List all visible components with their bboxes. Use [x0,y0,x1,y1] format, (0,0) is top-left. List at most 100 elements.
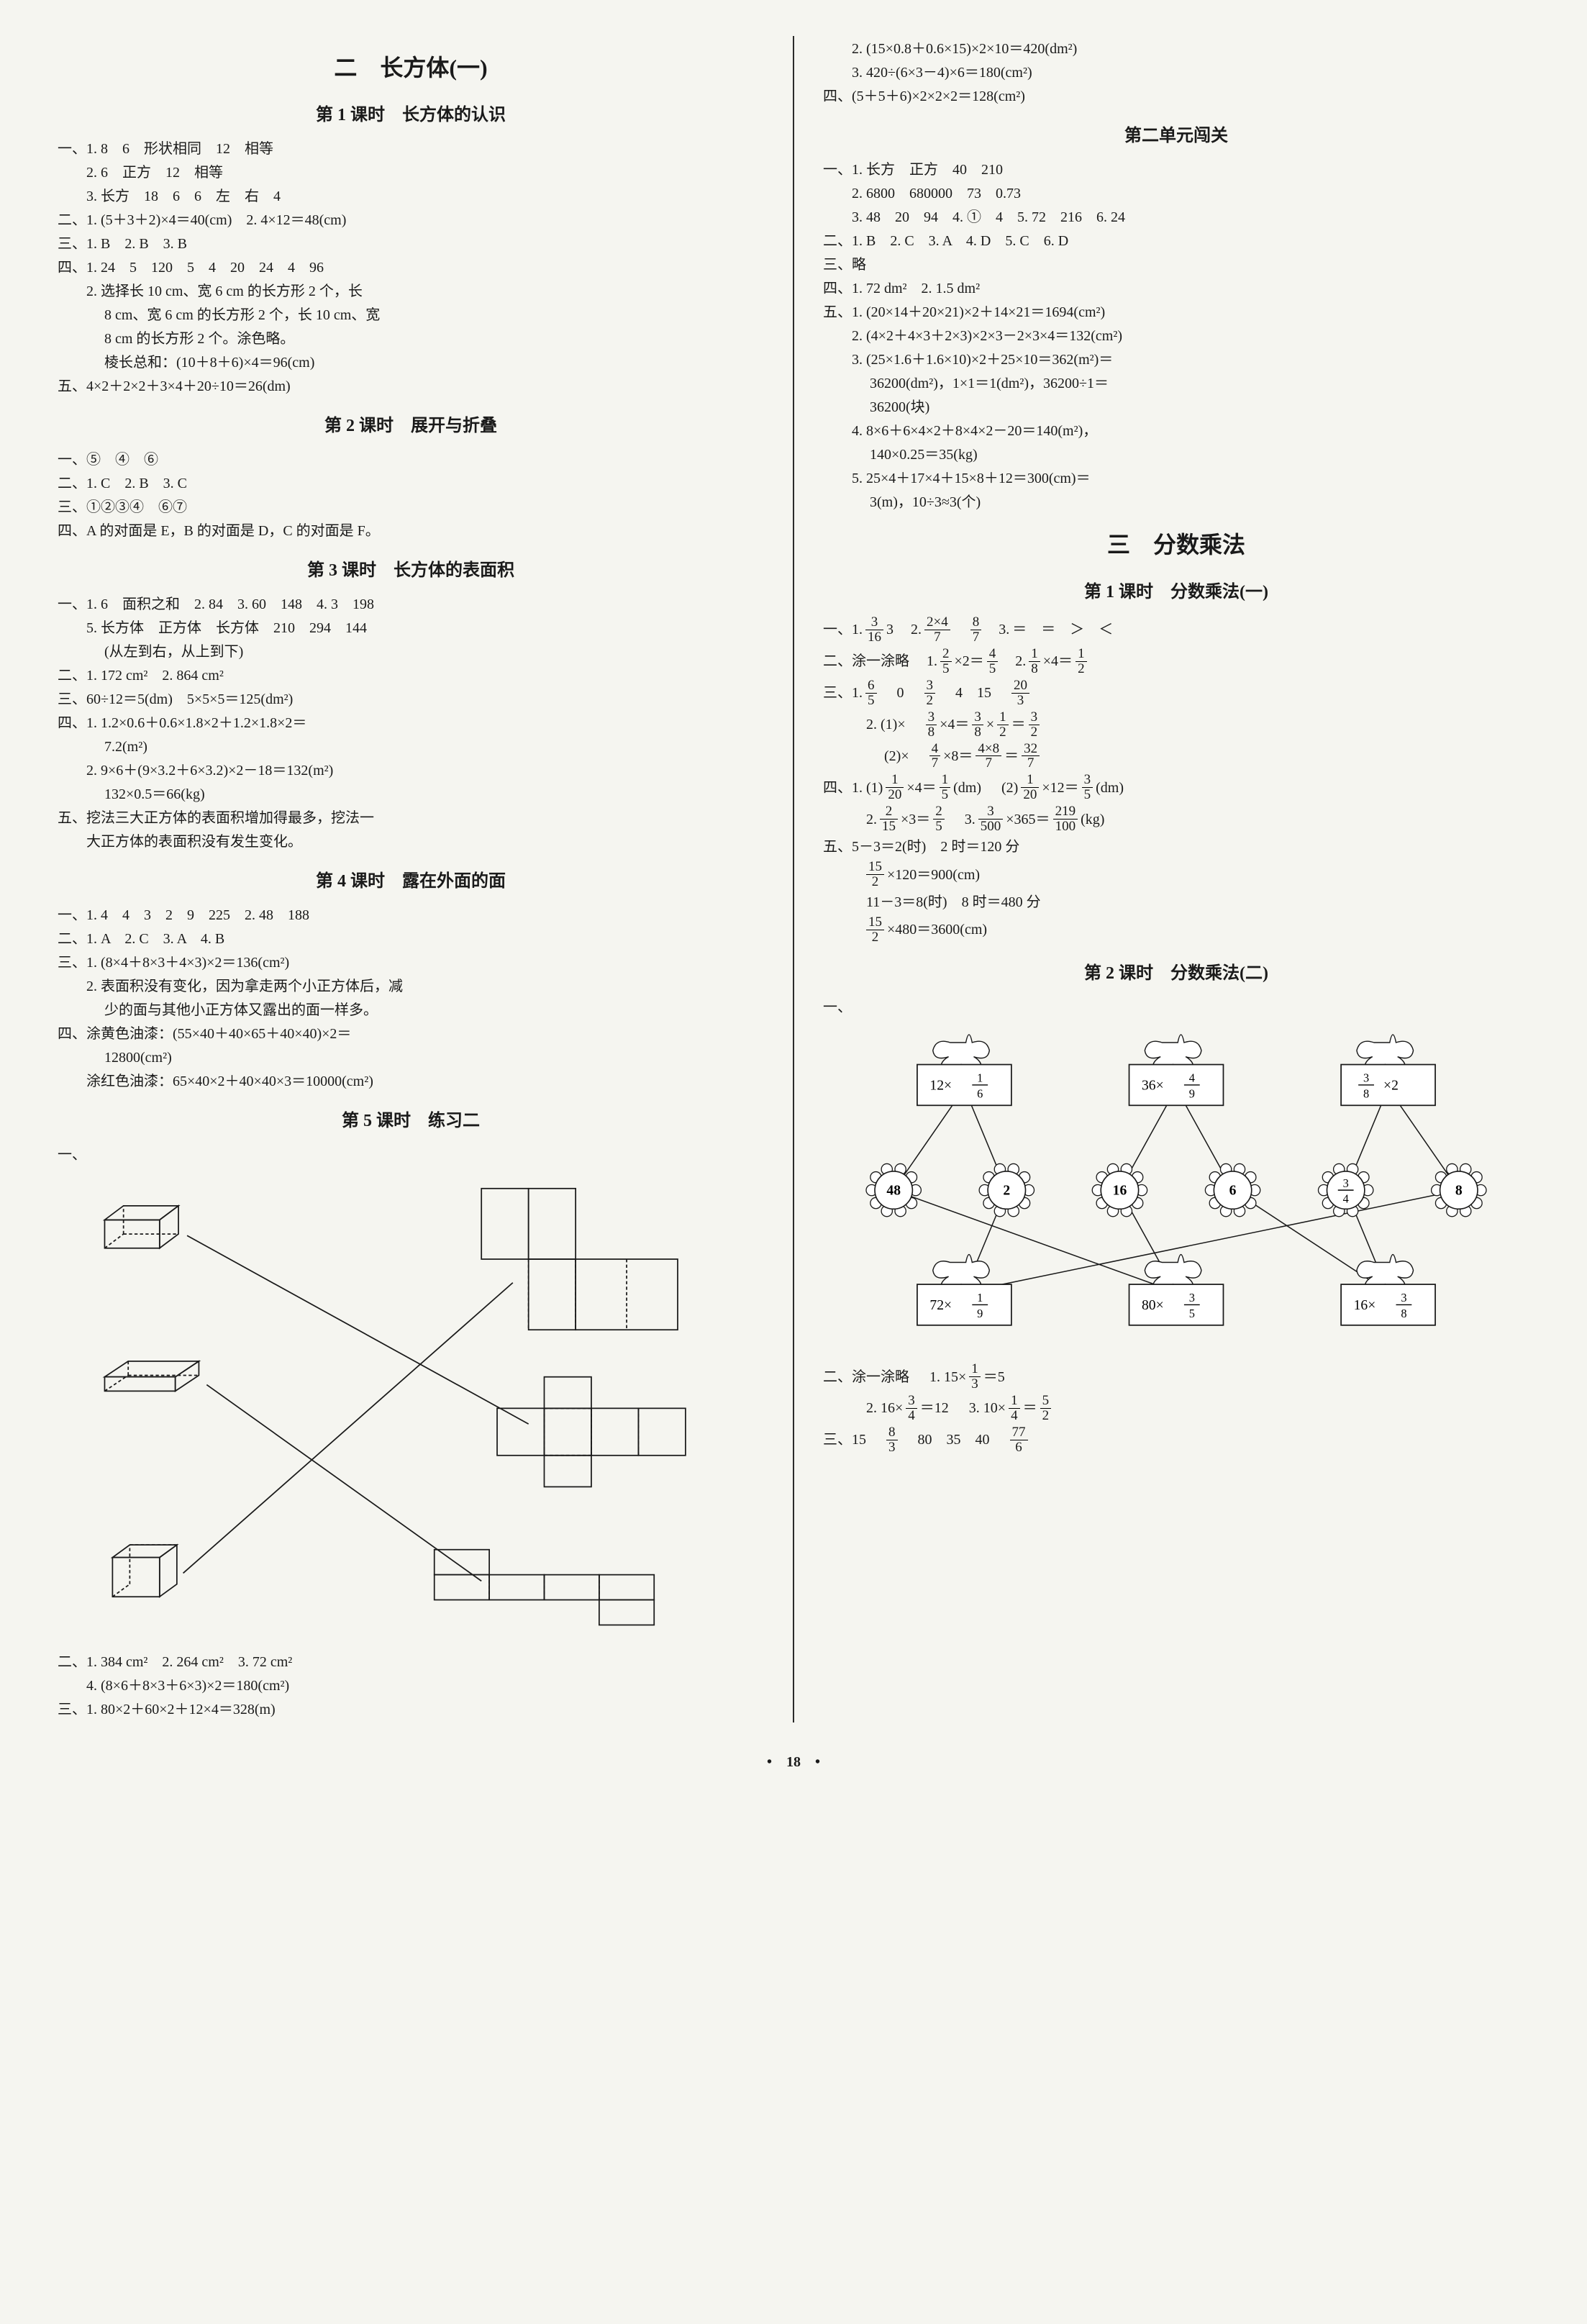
l1l10: 五、4×2＋2×2＋3×4＋20÷10＝26(dm) [58,376,764,397]
unit2-title: 第二单元闯关 [823,123,1529,149]
svg-text:1: 1 [977,1071,983,1084]
rl1-a5-3: 11－3＝8(时) 8 时＝480 分 [823,891,1529,913]
svg-text:3: 3 [1401,1291,1406,1304]
rl1-a3-2-1: 2. (1)× 38 ×4＝ 38 × 12 ＝ 32 [823,710,1529,740]
column-divider [793,36,794,1722]
right-column: 2. (15×0.8＋0.6×15)×2×10＝420(dm²) 3. 420÷… [823,36,1529,1722]
l3l3: 二、1. 172 cm² 2. 864 cm² [58,665,764,686]
svg-text:8: 8 [1455,1184,1463,1199]
rl2-label: 一、 [823,997,1529,1018]
u2l4: 三、略 [823,254,1529,276]
rl2-b2: 二、涂一涂略 1. 15× 13 ＝5 [823,1362,1529,1392]
u2l11: 4. 8×6＋6×4×2＋8×4×2－20＝140(m²)， [823,420,1529,442]
rl1-a5-1: 五、5－3＝2(时) 2 时＝120 分 [823,836,1529,858]
u2l6: 五、1. (20×14＋20×21)×2＋14×21＝1694(cm²) [823,301,1529,323]
u2l14: 3(m)，10÷3≈3(个) [823,491,1529,513]
lesson-4-title: 第 4 课时 露在外面的面 [58,868,764,894]
u2l9: 36200(dm²)，1×1＝1(dm²)，36200÷1＝ [823,373,1529,394]
l3l7: 2. 9×6＋(9×3.2＋6×3.2)×2－18＝132(m²) [58,760,764,781]
rl1-a3-2-2: (2)× 47 ×8＝ 4×87 ＝ 327 [823,742,1529,771]
svg-text:9: 9 [1189,1086,1195,1100]
nets-diagram [58,1173,764,1644]
svg-text:48: 48 [886,1184,901,1199]
page-number: • 18 • [58,1751,1529,1773]
chapter-title-left: 二 长方体(一) [58,50,764,85]
l3l1: 5. 长方体 正方体 长方体 210 294 144 [58,617,764,639]
svg-text:8: 8 [1363,1086,1369,1100]
left-column: 二 长方体(一) 第 1 课时 长方体的认识 一、1. 8 6 形状相同 12 … [58,36,764,1722]
svg-text:16: 16 [1113,1184,1127,1199]
lesson-3-title: 第 3 课时 长方体的表面积 [58,558,764,584]
u2l12: 140×0.25＝35(kg) [823,444,1529,466]
svg-text:12×: 12× [929,1078,952,1093]
rt0: 2. (15×0.8＋0.6×15)×2×10＝420(dm²) [823,38,1529,60]
l1l7: 8 cm、宽 6 cm 的长方形 2 个，长 10 cm、宽 [58,304,764,326]
l4l6: 12800(cm²) [58,1047,764,1068]
svg-text:×2: ×2 [1383,1078,1399,1093]
svg-text:3: 3 [1189,1291,1195,1304]
rl1-a4-2: 2. 215 ×3＝ 25 3. 3500 ×365＝ 219100 (kg) [823,804,1529,834]
l2l3: 四、A 的对面是 E，B 的对面是 D，C 的对面是 F。 [58,520,764,542]
rl1-a5-4: 152 ×480＝3600(cm) [823,915,1529,945]
l4l0: 一、1. 4 4 3 2 9 225 2. 48 188 [58,904,764,926]
svg-text:72×: 72× [929,1298,952,1313]
l1l9: 棱长总和：(10＋8＋6)×4＝96(cm) [58,352,764,373]
u2l1: 2. 6800 680000 73 0.73 [823,183,1529,204]
rl1-a4-1: 四、1. (1) 120 ×4＝ 15 (dm) (2) 120 ×12＝ 35… [823,773,1529,802]
u2l7: 2. (4×2＋4×3＋2×3)×2×3－2×3×4＝132(cm²) [823,325,1529,347]
rl1-a2: 二、涂一涂略 1. 25 ×2＝ 45 2. 18 ×4＝ 12 [823,647,1529,676]
l1l8: 8 cm 的长方形 2 个。涂色略。 [58,328,764,350]
l2l2: 三、①②③④ ⑥⑦ [58,496,764,518]
svg-text:4: 4 [1343,1191,1349,1205]
svg-text:80×: 80× [1142,1298,1164,1313]
l4l3: 2. 表面积没有变化，因为拿走两个小正方体后，减 [58,976,764,997]
svg-text:36×: 36× [1142,1078,1164,1093]
l3l10: 大正方体的表面积没有发生变化。 [58,831,764,853]
l5-label: 一、 [58,1144,764,1166]
svg-text:2: 2 [1003,1184,1010,1199]
svg-text:1: 1 [977,1291,983,1304]
rl1-title: 第 1 课时 分数乘法(一) [823,579,1529,605]
rl2-title: 第 2 课时 分数乘法(二) [823,961,1529,986]
page: 二 长方体(一) 第 1 课时 长方体的认识 一、1. 8 6 形状相同 12 … [58,36,1529,1722]
l3l5: 四、1. 1.2×0.6＋0.6×1.8×2＋1.2×1.8×2＝ [58,712,764,734]
svg-text:9: 9 [977,1307,983,1320]
lesson-5-title: 第 5 课时 练习二 [58,1108,764,1134]
l1l5: 四、1. 24 5 120 5 4 20 24 4 96 [58,257,764,278]
l4l4: 少的面与其他小正方体又露出的面一样多。 [58,999,764,1021]
rt2: 四、(5＋5＋6)×2×2×2＝128(cm²) [823,86,1529,107]
svg-text:3: 3 [1363,1071,1369,1084]
l3l4: 三、60÷12＝5(dm) 5×5×5＝125(dm²) [58,689,764,710]
svg-text:6: 6 [1229,1184,1237,1199]
u2l3: 二、1. B 2. C 3. A 4. D 5. C 6. D [823,230,1529,252]
rl2-b3: 三、15 83 80 35 40 776 [823,1425,1529,1455]
l5a1: 4. (8×6＋8×3＋6×3)×2＝180(cm²) [58,1675,764,1697]
u2l8: 3. (25×1.6＋1.6×10)×2＋25×10＝362(m²)＝ [823,349,1529,371]
lesson-1-title: 第 1 课时 长方体的认识 [58,102,764,128]
l1l2: 3. 长方 18 6 6 左 右 4 [58,186,764,207]
butterfly-diagram: 48216634812×1636×4938×272×1980×3516×38 [823,1025,1529,1355]
l1l6: 2. 选择长 10 cm、宽 6 cm 的长方形 2 个，长 [58,281,764,302]
svg-text:6: 6 [977,1086,983,1100]
l1l4: 三、1. B 2. B 3. B [58,233,764,255]
l3l9: 五、挖法三大正方体的表面积增加得最多，挖法一 [58,807,764,829]
u2l13: 5. 25×4＋17×4＋15×8＋12＝300(cm)＝ [823,468,1529,489]
l3l2: (从左到右，从上到下) [58,641,764,663]
svg-text:3: 3 [1343,1176,1349,1190]
l4l1: 二、1. A 2. C 3. A 4. B [58,928,764,950]
l2l0: 一、⑤ ④ ⑥ [58,449,764,471]
svg-text:16×: 16× [1354,1298,1376,1313]
lesson-2-title: 第 2 课时 展开与折叠 [58,413,764,439]
l4l7: 涂红色油漆：65×40×2＋40×40×3＝10000(cm²) [58,1071,764,1092]
l3l8: 132×0.5＝66(kg) [58,784,764,805]
l1l1: 2. 6 正方 12 相等 [58,162,764,183]
l4l5: 四、涂黄色油漆：(55×40＋40×65＋40×40)×2＝ [58,1023,764,1045]
u2l2: 3. 48 20 94 4. ① 4 5. 72 216 6. 24 [823,206,1529,228]
u2l5: 四、1. 72 dm² 2. 1.5 dm² [823,278,1529,299]
l4l2: 三、1. (8×4＋8×3＋4×3)×2＝136(cm²) [58,952,764,973]
svg-text:8: 8 [1401,1307,1406,1320]
svg-text:5: 5 [1189,1307,1195,1320]
svg-text:4: 4 [1189,1071,1195,1084]
rl1-a5-2: 152 ×120＝900(cm) [823,860,1529,889]
u2l10: 36200(块) [823,396,1529,418]
